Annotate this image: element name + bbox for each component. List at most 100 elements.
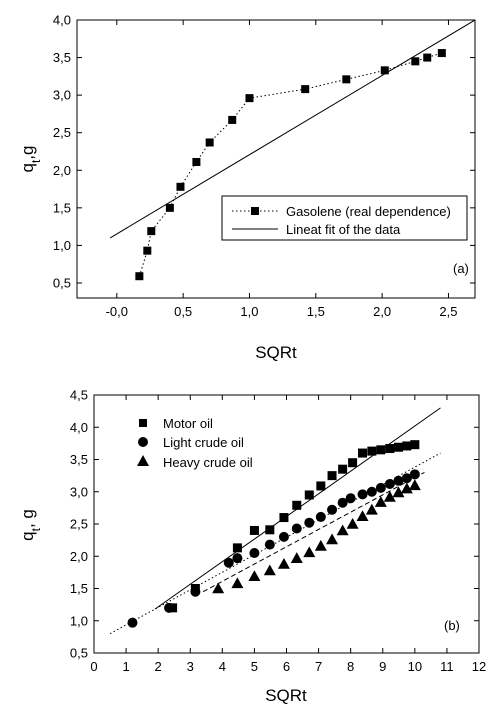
point-light-crude-oil [232, 553, 243, 564]
x-tick-label: 2,0 [373, 304, 391, 319]
point-motor-oil [358, 448, 368, 458]
panel-b-legend: Motor oil Light crude oil Heavy crude oi… [137, 416, 253, 470]
panel-b-label: (b) [444, 618, 460, 633]
fit-line-dotted [109, 452, 441, 635]
x-tick-label: -0,0 [106, 304, 128, 319]
point-motor-oil [316, 481, 326, 491]
panel-a-x-axis-label: SQRt [255, 343, 297, 362]
point-motor-oil [327, 471, 337, 481]
legend-heavy-crude-label: Heavy crude oil [163, 455, 253, 470]
series-lineat-fit-of-the-data-line [109, 20, 475, 239]
point-gasolene-real-dependence [342, 75, 351, 84]
panel-b-fit-lines [109, 407, 441, 635]
x-tick-label: 10 [408, 659, 422, 674]
point-light-crude-oil [366, 486, 377, 497]
point-light-crude-oil [223, 557, 234, 568]
point-motor-oil [402, 441, 412, 451]
point-light-crude-oil [409, 469, 420, 480]
x-tick-label: 8 [347, 659, 354, 674]
x-tick-label: 9 [379, 659, 386, 674]
point-gasolene-real-dependence [135, 272, 144, 281]
point-gasolene-real-dependence [205, 138, 214, 147]
point-heavy-crude-oil [277, 557, 290, 569]
legend-heavy-crude-marker [137, 455, 149, 466]
legend-motor-oil-label: Motor oil [163, 416, 213, 431]
point-gasolene-real-dependence [176, 182, 185, 191]
point-heavy-crude-oil [326, 533, 339, 545]
panel-a-ticks: -0,0 0,5 1,0 1,5 2,0 2,5 0,5 1,0 1,5 2,0 2,5 3,0 3,5… [53, 13, 475, 319]
y-tick-label: 2,0 [53, 163, 71, 178]
point-gasolene-real-dependence [165, 203, 174, 212]
y-tick-label: 0,5 [53, 275, 71, 290]
point-heavy-crude-oil [336, 524, 349, 536]
point-gasolene-real-dependence [380, 66, 389, 75]
y-tick-label: 2,0 [70, 549, 88, 564]
point-motor-oil [279, 513, 289, 523]
legend-fit-label: Lineat fit of the data [286, 222, 401, 237]
point-motor-oil [304, 490, 314, 500]
panel-a-chart: -0,0 0,5 1,0 1,5 2,0 2,5 0,5 1,0 1,5 2,0 2,5 3,0 3,5… [18, 13, 476, 362]
point-gasolene-real-dependence [228, 115, 237, 124]
point-light-crude-oil [291, 523, 302, 534]
legend-gasolene-label: Gasolene (real dependence) [286, 204, 451, 219]
y-tick-label: 0,5 [70, 646, 88, 661]
point-motor-oil [385, 444, 395, 454]
point-heavy-crude-oil [346, 518, 359, 529]
panel-a-y-axis-label: qt,g [18, 146, 43, 173]
panel-a-plot-frame [76, 19, 476, 299]
point-light-crude-oil [249, 548, 260, 559]
y-tick-label: 3,5 [53, 50, 71, 65]
point-gasolene-real-dependence [192, 158, 201, 167]
point-heavy-crude-oil [374, 496, 387, 507]
point-gasolene-real-dependence [411, 57, 420, 66]
x-tick-label: 4 [219, 659, 226, 674]
y-tick-label: 4,0 [53, 13, 71, 28]
y-tick-label: 1,0 [53, 238, 71, 253]
point-light-crude-oil [357, 489, 368, 500]
fit-line-dashed [202, 471, 425, 593]
x-tick-label: 11 [440, 659, 454, 674]
y-tick-label: 1,5 [70, 581, 88, 596]
point-heavy-crude-oil [303, 546, 316, 558]
x-tick-label: 6 [283, 659, 290, 674]
point-light-crude-oil [127, 617, 138, 628]
y-tick-label: 1,5 [53, 200, 71, 215]
point-gasolene-real-dependence [245, 94, 254, 103]
point-gasolene-real-dependence [147, 227, 156, 236]
y-tick-label: 4,0 [70, 420, 88, 435]
y-tick-label: 1,0 [70, 613, 88, 628]
x-tick-label: 5 [251, 659, 258, 674]
point-heavy-crude-oil [400, 482, 413, 494]
panel-a-label: (a) [453, 261, 469, 276]
legend-light-crude-label: Light crude oil [163, 435, 244, 450]
panel-b-y-axis-label: qt, g [18, 509, 43, 541]
y-tick-label: 4,5 [70, 388, 88, 403]
point-heavy-crude-oil [365, 503, 378, 515]
point-motor-oil [410, 440, 420, 450]
x-tick-label: 0,5 [174, 304, 192, 319]
point-heavy-crude-oil [314, 539, 327, 551]
point-light-crude-oil [190, 586, 201, 597]
point-light-crude-oil [393, 475, 404, 486]
x-tick-label: 0 [90, 659, 97, 674]
panel-b-chart: 0 1 2 3 4 5 6 7 8 9 10 11 120,51,01,52,02,53,03,54,0… [18, 388, 486, 706]
point-motor-oil [367, 446, 377, 456]
point-light-crude-oil [327, 504, 338, 515]
point-gasolene-real-dependence [301, 85, 310, 94]
point-heavy-crude-oil [290, 552, 303, 563]
point-gasolene-real-dependence [143, 246, 152, 255]
y-tick-label: 3,0 [70, 484, 88, 499]
point-light-crude-oil [375, 482, 386, 493]
y-tick-label: 2,5 [70, 517, 88, 532]
point-heavy-crude-oil [356, 510, 369, 522]
point-light-crude-oil [278, 531, 289, 542]
y-tick-label: 2,5 [53, 125, 71, 140]
panel-a-legend-box [221, 195, 468, 241]
point-motor-oil [232, 543, 242, 553]
point-light-crude-oil [315, 511, 326, 522]
point-motor-oil [348, 458, 358, 468]
x-tick-label: 7 [315, 659, 322, 674]
point-motor-oil [265, 525, 275, 535]
point-heavy-crude-oil [263, 564, 276, 576]
legend-gasolene-marker [251, 207, 259, 215]
